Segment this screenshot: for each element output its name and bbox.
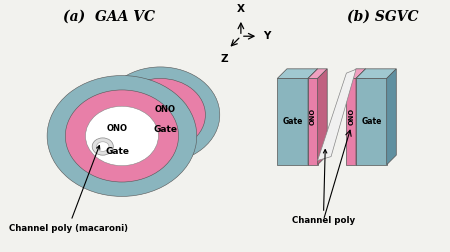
Polygon shape: [277, 69, 318, 78]
Text: Gate: Gate: [283, 117, 303, 126]
Ellipse shape: [86, 106, 158, 166]
Polygon shape: [308, 69, 327, 78]
Polygon shape: [318, 69, 327, 165]
Polygon shape: [346, 69, 365, 78]
Ellipse shape: [47, 76, 197, 196]
Bar: [346, 78, 356, 165]
Text: ONO: ONO: [155, 105, 176, 114]
Text: Gate: Gate: [153, 125, 177, 134]
Text: (a)  GAA VC: (a) GAA VC: [63, 10, 155, 24]
Ellipse shape: [115, 78, 205, 151]
Bar: [308, 78, 318, 165]
Text: Y: Y: [263, 31, 270, 41]
Ellipse shape: [101, 67, 220, 163]
Text: ONO: ONO: [310, 108, 316, 125]
Polygon shape: [308, 69, 318, 165]
Text: Channel poly: Channel poly: [292, 150, 355, 225]
Text: Z: Z: [221, 54, 229, 65]
Polygon shape: [318, 69, 356, 161]
Polygon shape: [387, 69, 396, 165]
Ellipse shape: [96, 142, 109, 151]
Ellipse shape: [92, 138, 113, 155]
Ellipse shape: [65, 90, 179, 182]
Ellipse shape: [131, 92, 189, 138]
Text: (b) SGVC: (b) SGVC: [347, 10, 418, 24]
Polygon shape: [356, 69, 365, 165]
Polygon shape: [356, 69, 396, 78]
Text: ONO: ONO: [107, 124, 128, 133]
Text: Gate: Gate: [361, 117, 382, 126]
Text: ONO: ONO: [348, 108, 354, 125]
Text: X: X: [237, 4, 245, 14]
Text: Channel poly (macaroni): Channel poly (macaroni): [9, 145, 128, 233]
Text: Gate: Gate: [105, 147, 129, 156]
Bar: [277, 78, 308, 165]
Bar: [356, 78, 387, 165]
